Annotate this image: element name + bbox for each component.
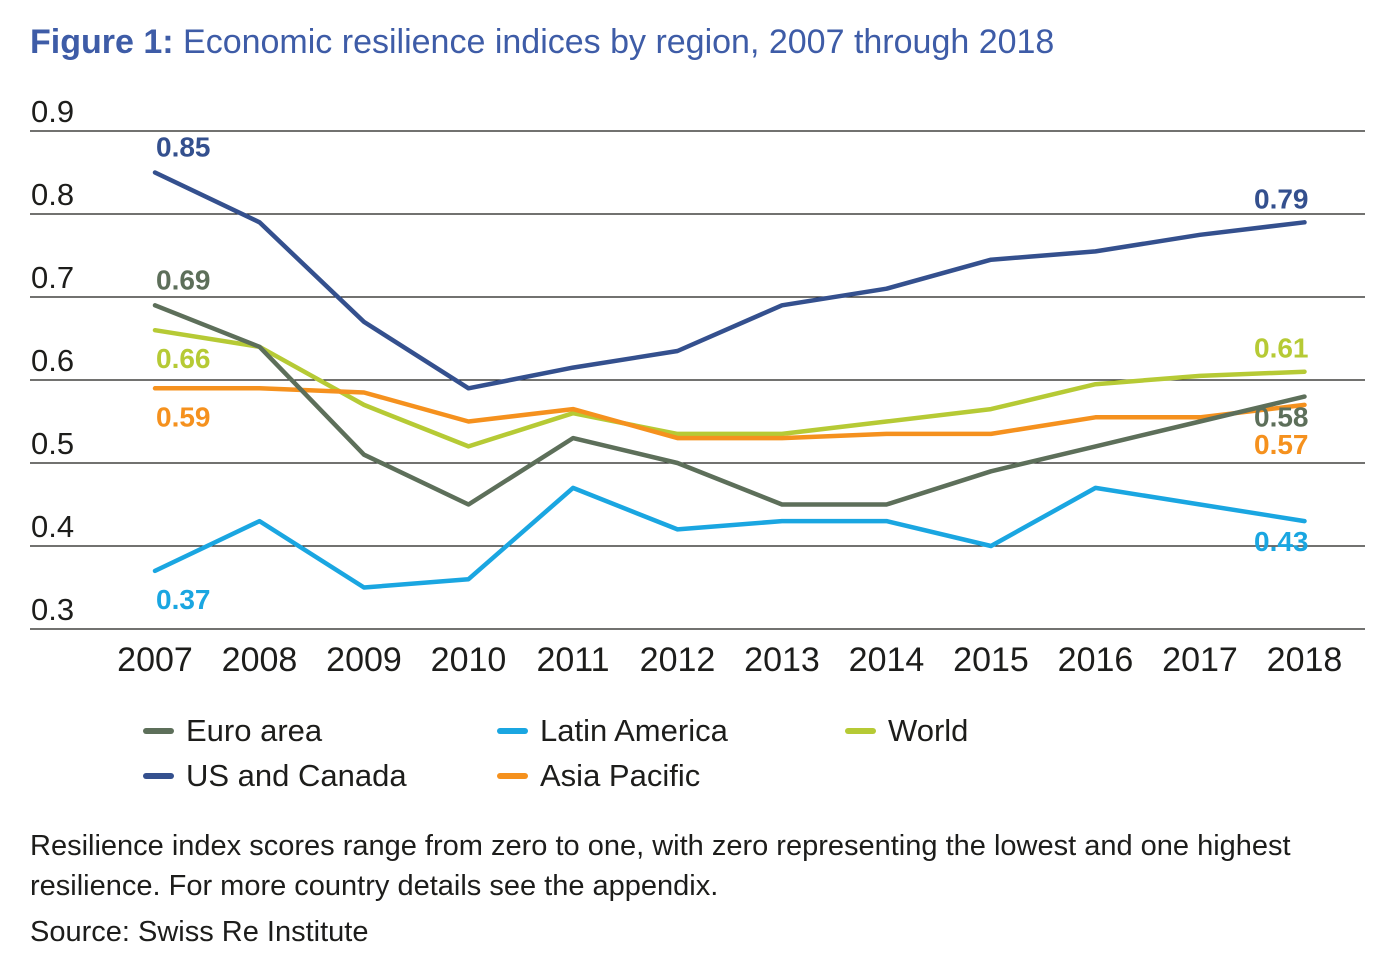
legend-swatch-asia-pacific <box>497 773 528 779</box>
figure-title: Figure 1: Economic resilience indices by… <box>30 22 1054 62</box>
x-tick-label: 2007 <box>117 641 193 679</box>
series-line-us-and-canada <box>152 170 1307 391</box>
chart-legend: Euro area Latin America World US and Canada… <box>0 706 1392 806</box>
x-tick-label: 2015 <box>953 641 1029 679</box>
y-tick-label: 0.5 <box>31 426 74 461</box>
y-tick-label: 0.3 <box>31 592 74 627</box>
series-end-label-euro-area: 0.58 <box>1254 402 1309 433</box>
x-tick-label: 2013 <box>744 641 820 679</box>
legend-swatch-latin-america <box>497 728 528 734</box>
series-end-label-latin-america: 0.43 <box>1254 526 1309 557</box>
legend-item-world: World <box>845 711 968 751</box>
x-tick-label: 2011 <box>536 641 609 679</box>
x-tick-label: 2009 <box>326 641 402 679</box>
y-tick-label: 0.9 <box>31 94 74 129</box>
legend-label-latin-america: Latin America <box>540 713 728 748</box>
x-tick-label: 2014 <box>849 641 925 679</box>
legend-label-us-and-canada: US and Canada <box>186 758 407 793</box>
legend-item-us-and-canada: US and Canada <box>143 756 407 796</box>
source-line: Source: Swiss Re Institute <box>30 916 369 948</box>
x-tick-label: 2018 <box>1267 641 1343 679</box>
series-start-label-us-and-canada: 0.85 <box>156 132 211 163</box>
line-chart: 0.9 0.8 0.7 0.6 0.5 0.4 0.3 2007 2008 2009 2010 201… <box>30 94 1365 679</box>
legend-item-euro-area: Euro area <box>143 711 322 751</box>
y-tick-label: 0.6 <box>31 343 74 378</box>
legend-label-world: World <box>888 713 969 748</box>
figure-title-text: Economic resilience indices by region, 2… <box>173 23 1055 61</box>
series-line-euro-area <box>152 303 1307 507</box>
series-end-label-us-and-canada: 0.79 <box>1254 183 1309 214</box>
series-start-label-asia-pacific: 0.59 <box>156 401 211 432</box>
x-tick-label: 2008 <box>222 641 298 679</box>
y-tick-label: 0.7 <box>31 260 74 295</box>
footnote: Resilience index scores range from zero … <box>30 826 1291 906</box>
legend-label-euro-area: Euro area <box>186 713 323 748</box>
series-end-label-asia-pacific: 0.57 <box>1254 429 1309 460</box>
series-start-label-world: 0.66 <box>156 343 211 374</box>
footnote-line-1: Resilience index scores range from zero … <box>30 830 1291 862</box>
y-tick-label: 0.4 <box>31 509 74 544</box>
legend-item-latin-america: Latin America <box>497 711 728 751</box>
x-tick-label: 2010 <box>431 641 507 679</box>
legend-swatch-euro-area <box>143 728 174 734</box>
x-tick-label: 2016 <box>1058 641 1134 679</box>
x-tick-label: 2017 <box>1162 641 1238 679</box>
series-end-label-world: 0.61 <box>1254 333 1309 364</box>
series-line-latin-america <box>152 485 1307 590</box>
series-start-label-euro-area: 0.69 <box>156 264 211 295</box>
y-tick-label: 0.8 <box>31 177 74 212</box>
series-start-label-latin-america: 0.37 <box>156 584 211 615</box>
x-tick-label: 2012 <box>640 641 716 679</box>
footnote-line-2: resilience. For more country details see… <box>30 870 719 902</box>
figure-number-label: Figure 1: <box>30 23 174 61</box>
legend-item-asia-pacific: Asia Pacific <box>497 756 700 796</box>
series-line-world <box>152 327 1307 449</box>
series-line-asia-pacific <box>152 386 1307 441</box>
legend-swatch-us-and-canada <box>143 773 174 779</box>
legend-label-asia-pacific: Asia Pacific <box>540 758 701 793</box>
legend-swatch-world <box>845 728 876 734</box>
